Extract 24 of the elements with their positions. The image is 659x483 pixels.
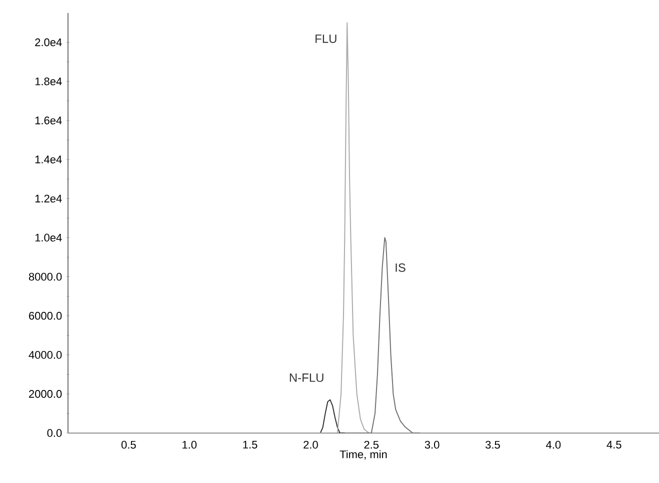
series-label: IS [396, 263, 406, 272]
x-tick-label: 1.0 [182, 440, 197, 449]
x-tick-label: 2.0 [304, 440, 318, 449]
x-tick-label: 1.5 [243, 440, 258, 449]
x-axis-title: Time, min [340, 450, 387, 460]
y-tick-label: 2.0e4 [35, 38, 62, 46]
x-tick-label: 3.5 [486, 440, 500, 449]
y-tick-label: 0.0 [47, 429, 62, 437]
y-tick-label: 4000.0 [28, 350, 62, 359]
y-tick-label: 8000.0 [28, 272, 62, 281]
y-tick-label: 1.8e4 [35, 77, 62, 86]
x-tick-label: 4.5 [606, 440, 622, 449]
x-tick-label: 0.5 [121, 440, 136, 449]
y-tick-label: 2000.0 [29, 390, 62, 398]
x-tick-label: 3.0 [424, 440, 440, 449]
y-tick-label: 1.4e4 [35, 156, 62, 164]
y-tick-label: 1.2e4 [35, 194, 62, 202]
y-tick-label: 1.6e4 [35, 116, 62, 124]
y-tick-label: 1.0e4 [35, 234, 62, 242]
x-tick-label: 4.0 [546, 440, 561, 449]
series-label: FLU [316, 34, 336, 43]
y-tick-label: 6000.0 [29, 312, 62, 320]
series-label: N-FLU [290, 374, 324, 382]
x-tick-label: 2.5 [364, 440, 379, 449]
